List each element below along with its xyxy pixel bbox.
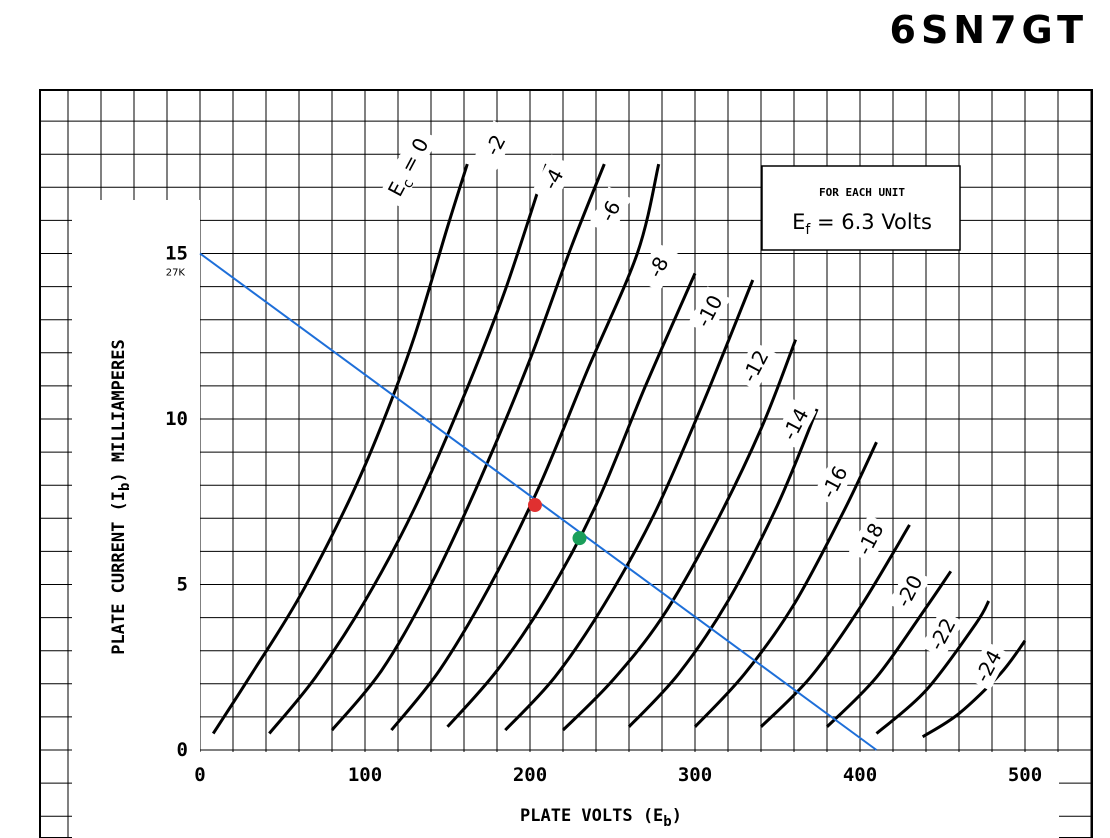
- info-box: FOR EACH UNIT Ef = 6.3 Volts: [761, 165, 961, 251]
- y-tick-5: 5: [177, 574, 188, 596]
- plate-curve-neg14: [627, 408, 819, 728]
- curve-label-neg18: -18: [848, 514, 892, 564]
- plate-curve-neg24: [921, 639, 1027, 739]
- plate-curve-neg22: [875, 600, 991, 735]
- curve-label-neg2: -2: [473, 120, 517, 170]
- plate-curve-neg12: [561, 339, 798, 732]
- x-tick-200: 200: [513, 764, 547, 786]
- plate-curve-neg2: [268, 163, 548, 735]
- curve-label-neg6: -6: [588, 186, 632, 236]
- operating-point-1: [527, 498, 542, 513]
- load-line-label: 27K: [166, 268, 186, 279]
- plate-curve-neg18: [759, 524, 911, 728]
- svg-text:Ec = 0: Ec = 0: [383, 134, 437, 202]
- axis-ticks: 0 100 200 300 400 500 0 5 10 15 27K: [165, 243, 1042, 787]
- plate-curve-neg16: [693, 441, 878, 728]
- plate-curve-neg20: [825, 570, 953, 728]
- plate-curve-0: [211, 163, 469, 735]
- x-tick-300: 300: [678, 764, 712, 786]
- x-tick-0: 0: [194, 764, 205, 786]
- curve-label-neg4: -4: [531, 154, 575, 204]
- curve-label-neg14: -14: [773, 399, 817, 449]
- plate-curve-neg4: [330, 163, 606, 732]
- plate-curves: [211, 163, 1027, 739]
- operating-points: [527, 498, 587, 546]
- x-tick-100: 100: [348, 764, 382, 786]
- y-tick-0: 0: [177, 739, 188, 761]
- x-tick-400: 400: [843, 764, 877, 786]
- y-tick-15: 15: [165, 243, 188, 265]
- tube-type-title: 6SN7GT: [889, 8, 1088, 52]
- plate-curve-neg10: [504, 279, 755, 732]
- curve-label-neg8: -8: [636, 242, 680, 292]
- y-tick-10: 10: [165, 408, 188, 430]
- curve-label-neg10: -10: [687, 286, 731, 336]
- y-axis-label: PLATE CURRENT (Ib) MILLIAMPERES: [109, 339, 133, 655]
- curve-label-neg12: -12: [733, 341, 777, 391]
- plate-curve-neg6: [390, 163, 661, 732]
- info-box-line1: FOR EACH UNIT: [819, 186, 905, 199]
- operating-point-2: [572, 531, 587, 546]
- x-tick-500: 500: [1008, 764, 1042, 786]
- x-axis-label: PLATE VOLTS (Eb): [520, 806, 682, 830]
- info-box-line2: Ef = 6.3 Volts: [792, 210, 932, 238]
